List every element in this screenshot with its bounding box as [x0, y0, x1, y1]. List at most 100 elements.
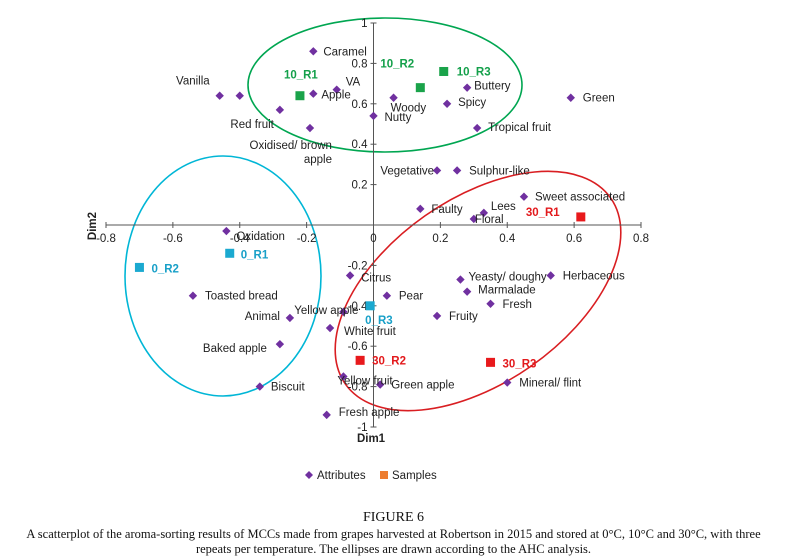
attribute-label: Baked apple [203, 343, 267, 355]
attribute-label: Caramel [323, 46, 366, 58]
attribute-label: Toasted bread [205, 291, 278, 303]
attribute-marker-spicy [442, 99, 452, 108]
attribute-marker-oxidised-brown-apple [305, 123, 315, 133]
attribute-marker-vegetative [432, 166, 442, 175]
x-tick-label: 0.4 [499, 233, 516, 245]
attribute-label: apple [304, 154, 332, 166]
cluster-ellipse-0 [124, 155, 322, 397]
attribute-marker-green-apple [375, 380, 385, 389]
y-tick-label: -0.4 [348, 301, 368, 313]
sample-marker-0-r3 [365, 301, 375, 311]
attribute-marker-biscuit [255, 382, 265, 391]
attribute-label: Vegetative [380, 165, 434, 177]
ahc-cluster-ellipses [124, 17, 622, 412]
attribute-label: Oxidation [236, 231, 285, 243]
attribute-marker-mineral-flint [503, 378, 512, 387]
attribute-marker-baked-apple [275, 339, 285, 349]
attribute-label: Apple [321, 90, 350, 102]
x-tick-label: -0.4 [230, 233, 250, 245]
attribute-marker-red-fruit [275, 105, 285, 115]
x-tick-label: 0.8 [633, 233, 649, 245]
attribute-label: Fresh [503, 299, 532, 311]
attribute-label: Lees [491, 201, 516, 213]
attribute-marker-pear [382, 291, 392, 300]
y-axis-title: Dim2 [87, 212, 99, 240]
attribute-label: Fruity [449, 311, 478, 323]
attribute-label: Buttery [474, 81, 511, 93]
attribute-marker-tropical-fruit [472, 123, 482, 133]
attribute-marker-fresh [486, 299, 495, 308]
x-tick-label: 0.6 [566, 233, 582, 245]
attribute-marker-caramel [309, 47, 318, 56]
attribute-marker-green [566, 93, 575, 102]
y-tick-label: 0.2 [352, 180, 368, 192]
cluster-ellipse-10 [247, 17, 523, 153]
attribute-label: Fresh apple [339, 407, 400, 419]
attribute-marker-yeasty-doughy [456, 275, 465, 284]
y-tick-label: 1 [361, 18, 367, 30]
attribute-marker-apple [309, 89, 318, 98]
attribute-label: Mineral/ flint [519, 378, 582, 390]
attribute-marker-vanilla [215, 91, 224, 100]
sample-label: 0_R2 [151, 263, 179, 275]
legend-label-attributes: Attributes [317, 470, 366, 482]
y-tick-label: 0.8 [352, 58, 368, 70]
attribute-label: Woody [391, 103, 427, 115]
attribute-label: Sulphur-like [469, 165, 530, 177]
attribute-label: Citrus [361, 273, 391, 285]
cluster-ellipse-30 [334, 170, 622, 412]
attribute-label: Herbaceous [563, 271, 625, 283]
sample-marker-30-r3 [486, 357, 496, 367]
attribute-label: White fruit [344, 326, 397, 338]
axes: -0.8 -0.6 -0.4 -0.2 0 0.2 0.4 0.6 0.8 -1 -0.8 -0.6 -… [87, 18, 649, 445]
attribute-marker-fresh-apple [322, 410, 331, 420]
attribute-label: Faulty [431, 204, 463, 216]
sample-label: 30_R3 [503, 358, 537, 370]
attribute-label: Green apple [391, 380, 454, 392]
sample-marker-30-r1 [576, 212, 586, 222]
legend: Attributes Samples [305, 470, 437, 482]
attribute-marker-va [332, 85, 341, 94]
attribute-label: VA [346, 77, 361, 89]
sample-marker-30-r2 [355, 355, 365, 365]
attribute-marker-woody [389, 93, 398, 102]
attribute-label: Animal [245, 311, 280, 323]
attribute-marker-white-fruit [325, 323, 335, 333]
attribute-marker-lees [479, 208, 489, 218]
y-tick-label: -0.6 [348, 341, 368, 353]
y-tick-label: -0.2 [348, 260, 368, 272]
sample-label: 0_R1 [241, 249, 269, 261]
sample-label: 30_R2 [372, 355, 406, 367]
attribute-marker-herbaceous [546, 271, 555, 280]
attribute-label: Yellow fruit [337, 376, 393, 388]
figure-caption: A scatterplot of the aroma-sorting resul… [26, 527, 761, 556]
x-tick-label: -0.6 [163, 233, 183, 245]
attribute-label: Marmalade [478, 285, 536, 297]
attribute-label: Biscuit [271, 382, 306, 394]
data-points [134, 47, 586, 420]
attribute-marker-marmalade [462, 287, 472, 296]
attribute-label: Tropical fruit [488, 122, 552, 134]
attribute-marker-nutty [369, 111, 378, 121]
attribute-marker [235, 91, 244, 100]
attribute-marker-animal [285, 313, 295, 323]
attribute-label: Vanilla [176, 76, 210, 88]
attribute-label: Sweet associated [535, 192, 625, 204]
x-tick-label: 0 [370, 233, 376, 245]
sample-marker-0-r1 [225, 248, 235, 258]
attribute-label: Yeasty/ doughy [468, 272, 546, 284]
legend-marker-samples [380, 471, 388, 479]
attribute-marker-yellow-fruit [339, 372, 348, 381]
attribute-marker-yellow-apple [339, 307, 348, 317]
attribute-marker-sulphur-like [452, 166, 462, 175]
attribute-marker-fruity [432, 311, 442, 321]
sample-label: 10_R2 [380, 59, 414, 71]
sample-marker-10-r3 [439, 66, 449, 76]
attribute-label: Green [583, 93, 615, 105]
legend-label-samples: Samples [392, 470, 437, 482]
attribute-marker-buttery [462, 83, 472, 92]
x-tick-label: -0.2 [297, 233, 317, 245]
sample-label: 0_R3 [365, 315, 393, 327]
sample-marker-10-r1 [295, 91, 305, 101]
